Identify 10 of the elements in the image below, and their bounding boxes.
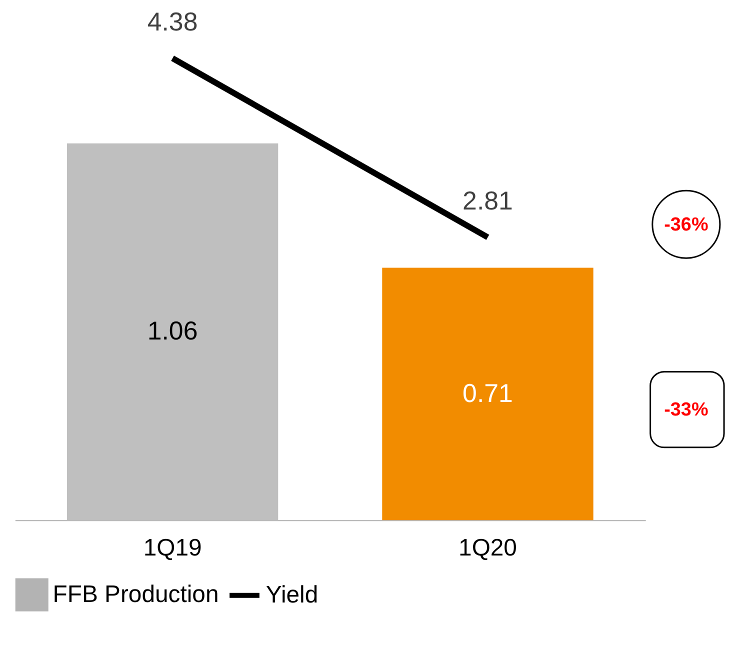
data-label: 1.06	[147, 318, 198, 346]
data-label: 2.81	[462, 187, 513, 216]
legend-label: Yield	[266, 581, 318, 608]
legend-label: FFB Production	[52, 580, 219, 608]
x-tick-label: 1Q20	[458, 534, 517, 562]
x-tick-label: 1Q19	[143, 534, 202, 562]
data-label: 0.71	[462, 380, 513, 408]
data-label: 4.38	[147, 8, 198, 36]
annotation: -33%	[664, 400, 708, 421]
annotation: -36%	[664, 214, 708, 236]
